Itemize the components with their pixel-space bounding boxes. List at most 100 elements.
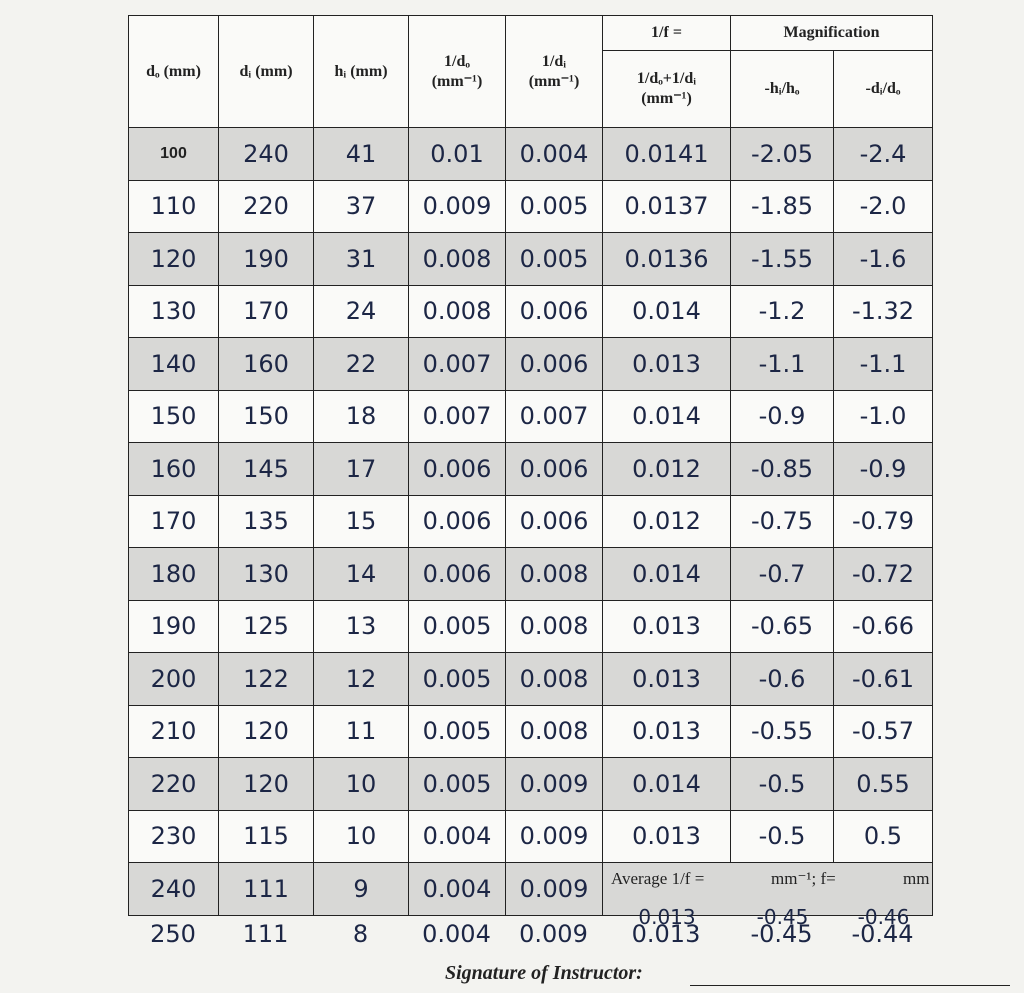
cell: 0.014 — [602, 757, 731, 811]
signature-label: Signature of Instructor: — [445, 962, 643, 984]
cell: 125 — [218, 599, 314, 653]
cell: 0.004 — [505, 127, 603, 181]
table-row: 140 160 22 0.007 0.006 0.013 -1.1 -1.1 — [128, 337, 933, 391]
column-header: hᵢ (mm) — [313, 15, 409, 128]
cell: 0.006 — [408, 494, 506, 548]
cell: 0.004 — [408, 862, 506, 916]
cell: -1.85 — [730, 179, 834, 233]
column-header: dᵢ (mm) — [218, 15, 314, 128]
table-row: 190 125 13 0.005 0.008 0.013 -0.65 -0.66 — [128, 599, 933, 653]
cell: 0.005 — [408, 704, 506, 758]
cell: -0.72 — [833, 547, 933, 601]
cell: 111 — [242, 920, 289, 948]
cell: 190 — [218, 232, 314, 286]
cell: 0.005 — [408, 599, 506, 653]
table-body: 100 240 41 0.01 0.004 0.0141 -2.05 -2.4 110 220 37… — [128, 127, 933, 929]
cell: 22 — [313, 337, 409, 391]
cell: -2.4 — [833, 127, 933, 181]
cell: -0.85 — [730, 442, 834, 496]
cell: 100 — [128, 127, 219, 181]
table-row: 180 130 14 0.006 0.008 0.014 -0.7 -0.72 — [128, 547, 933, 601]
cell: 12 — [313, 652, 409, 706]
column-header: 1/dₒ+1/dᵢ (mm⁻¹) — [602, 50, 731, 128]
header-row: dₒ (mm) dᵢ (mm) hᵢ (mm) 1/dₒ (mm⁻¹) 1/dᵢ (mm⁻¹… — [128, 15, 933, 128]
cell: 37 — [313, 179, 409, 233]
cell: 0.013 — [602, 704, 731, 758]
cell: -0.7 — [730, 547, 834, 601]
cell: 120 — [218, 704, 314, 758]
header-line: dₒ (mm) — [146, 62, 201, 80]
cell: 41 — [313, 127, 409, 181]
cell: 130 — [128, 284, 219, 338]
table-row: 150 150 18 0.007 0.007 0.014 -0.9 -1.0 — [128, 389, 933, 443]
cell: 17 — [313, 442, 409, 496]
column-header: -dᵢ/dₒ — [833, 50, 933, 128]
cell: -1.2 — [730, 284, 834, 338]
cell: 240 — [218, 127, 314, 181]
cell: -1.1 — [730, 337, 834, 391]
cell: 0.012 — [602, 442, 731, 496]
header-line: 1/dₒ — [444, 52, 470, 70]
cell: 0.009 — [505, 757, 603, 811]
average-cell: Average 1/f = mm⁻¹; f= mm 0.013 -0.45 -0.46 — [602, 862, 933, 929]
cell: 0.006 — [505, 442, 603, 496]
cell: 0.006 — [408, 442, 506, 496]
cell: 10 — [313, 757, 409, 811]
table-row: 200 122 12 0.005 0.008 0.013 -0.6 -0.61 — [128, 652, 933, 706]
header-line: dᵢ (mm) — [239, 62, 293, 80]
header-line: (mm⁻¹) — [528, 72, 580, 90]
cell: 0.004 — [422, 920, 491, 948]
cell: 120 — [128, 232, 219, 286]
cell: 0.006 — [505, 337, 603, 391]
cell: 120 — [218, 757, 314, 811]
cell: 8 — [352, 920, 369, 948]
cell: -1.0 — [833, 389, 933, 443]
header-line: (mm⁻¹) — [641, 90, 692, 107]
cell: -0.45 — [756, 904, 809, 929]
cell: 115 — [218, 809, 314, 863]
cell: -0.9 — [730, 389, 834, 443]
cell: 0.006 — [505, 494, 603, 548]
cell: 0.013 — [602, 652, 731, 706]
cell: 0.008 — [505, 652, 603, 706]
header-line: 1/dₒ+1/dᵢ — [636, 70, 697, 87]
cell: -0.5 — [730, 757, 834, 811]
cell: 130 — [218, 547, 314, 601]
table-row: 100 240 41 0.01 0.004 0.0141 -2.05 -2.4 — [128, 127, 933, 181]
cell: 0.009 — [408, 179, 506, 233]
group-header: Magnification — [730, 15, 933, 51]
cell: 0.014 — [602, 547, 731, 601]
cell: -0.65 — [730, 599, 834, 653]
signature-line — [690, 985, 1010, 986]
cell: 145 — [218, 442, 314, 496]
cell: 0.008 — [505, 599, 603, 653]
cell: 0.005 — [505, 232, 603, 286]
cell: 160 — [218, 337, 314, 391]
cell: 110 — [128, 179, 219, 233]
cell: 15 — [313, 494, 409, 548]
cell: 0.006 — [505, 284, 603, 338]
cell: 0.55 — [833, 757, 933, 811]
cell: 0.008 — [408, 232, 506, 286]
table-row: 160 145 17 0.006 0.006 0.012 -0.85 -0.9 — [128, 442, 933, 496]
table-row: 120 190 31 0.008 0.005 0.0136 -1.55 -1.6 — [128, 232, 933, 286]
cell: 11 — [313, 704, 409, 758]
cell: -1.55 — [730, 232, 834, 286]
cell: 0.008 — [505, 704, 603, 758]
cell: -0.9 — [833, 442, 933, 496]
header-line: hᵢ (mm) — [334, 62, 388, 80]
cell: 0.005 — [408, 757, 506, 811]
cell: 200 — [128, 652, 219, 706]
cell: -0.6 — [730, 652, 834, 706]
cell: 240 — [128, 862, 219, 916]
cell: 0.008 — [505, 547, 603, 601]
cell: 0.009 — [505, 862, 603, 916]
cell: 0.013 — [638, 904, 696, 929]
cell: 0.0137 — [602, 179, 731, 233]
cell: 0.009 — [519, 920, 588, 948]
cell: 0.005 — [408, 652, 506, 706]
cell: 180 — [128, 547, 219, 601]
cell: -1.1 — [833, 337, 933, 391]
cell: 0.0136 — [602, 232, 731, 286]
cell: 0.007 — [505, 389, 603, 443]
